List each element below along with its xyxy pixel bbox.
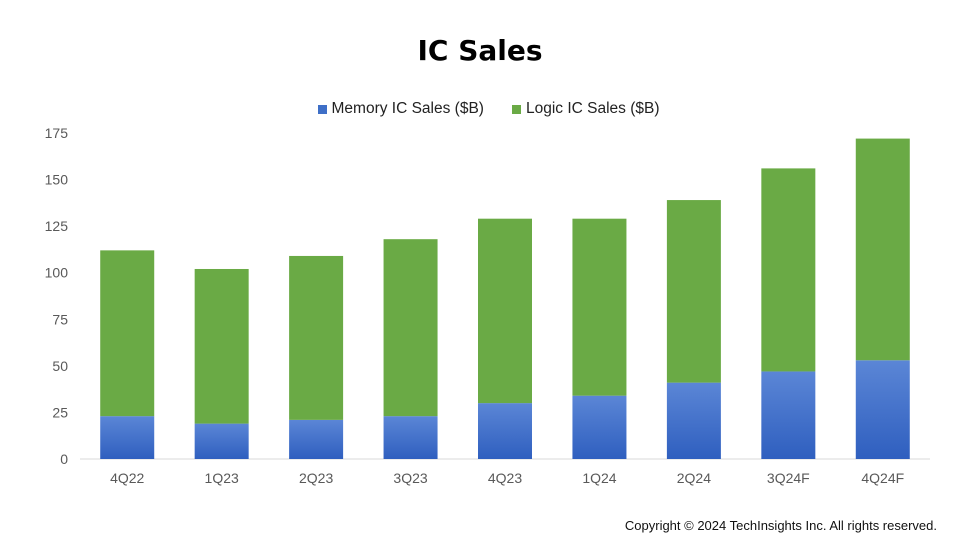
x-tick-label: 2Q24 <box>677 470 711 486</box>
bar-logic-segment <box>855 138 910 361</box>
x-tick-label: 4Q23 <box>488 470 522 486</box>
bar-logic-segment <box>100 250 155 417</box>
bar-memory-segment <box>100 416 155 459</box>
bar-logic-segment <box>194 268 249 424</box>
bar-logic-segment <box>478 218 532 404</box>
bar-memory-segment <box>194 423 249 459</box>
bar-logic-segment <box>289 255 344 420</box>
bar-logic-segment <box>761 168 816 372</box>
y-tick-label: 0 <box>60 451 68 467</box>
x-tick-label: 3Q23 <box>393 470 427 486</box>
bar-memory-segment <box>478 403 532 459</box>
x-tick-label: 4Q24F <box>861 470 904 486</box>
chart-legend: Memory IC Sales ($B) Logic IC Sales ($B) <box>0 100 977 118</box>
y-tick-label: 25 <box>52 404 68 420</box>
x-tick-label: 3Q24F <box>767 470 810 486</box>
bar-memory-segment <box>572 395 627 459</box>
legend-label-memory: Memory IC Sales ($B) <box>331 100 484 117</box>
y-tick-label: 125 <box>45 218 69 234</box>
legend-swatch-memory <box>317 104 327 114</box>
x-tick-label: 2Q23 <box>299 470 333 486</box>
legend-label-logic: Logic IC Sales ($B) <box>525 100 660 117</box>
bar-memory-segment <box>666 382 721 459</box>
x-tick-label: 4Q22 <box>110 470 144 486</box>
bar-logic-segment <box>572 218 627 396</box>
legend-item-logic: Logic IC Sales ($B) <box>511 100 660 118</box>
bar-logic-segment <box>383 239 438 417</box>
x-tick-label: 1Q23 <box>205 470 239 486</box>
x-tick-label: 1Q24 <box>582 470 616 486</box>
y-tick-label: 75 <box>52 311 68 327</box>
y-tick-label: 175 <box>45 125 69 141</box>
legend-item-memory: Memory IC Sales ($B) <box>317 100 484 118</box>
legend-swatch-logic <box>511 104 521 114</box>
bar-logic-segment <box>666 200 721 383</box>
y-tick-label: 50 <box>52 358 68 374</box>
bar-memory-segment <box>761 371 816 459</box>
copyright-text: Copyright © 2024 TechInsights Inc. All r… <box>624 518 937 533</box>
bar-memory-segment <box>855 360 910 459</box>
y-tick-label: 150 <box>45 172 69 188</box>
bar-memory-segment <box>289 419 344 459</box>
bar-memory-segment <box>383 416 438 459</box>
chart-title: IC Sales <box>417 34 543 67</box>
y-tick-label: 100 <box>45 265 69 281</box>
